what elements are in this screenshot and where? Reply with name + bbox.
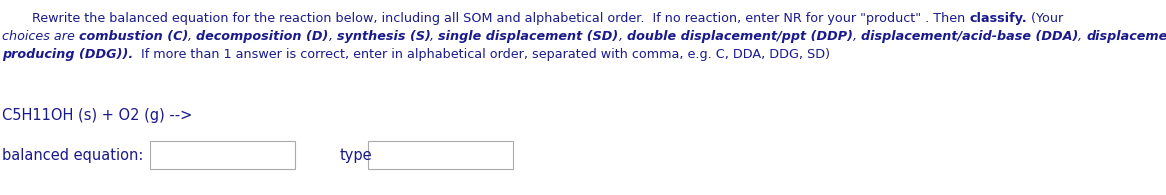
Text: ,: , (188, 30, 196, 43)
Text: choices are: choices are (2, 30, 79, 43)
Text: displacement/acid-base (DDA): displacement/acid-base (DDA) (861, 30, 1079, 43)
Text: decomposition (D): decomposition (D) (196, 30, 329, 43)
Text: ,: , (329, 30, 337, 43)
Text: (Your: (Your (1027, 12, 1063, 25)
Text: C5H11OH (s) + O2 (g) -->: C5H11OH (s) + O2 (g) --> (2, 108, 192, 123)
Text: ,: , (619, 30, 627, 43)
Text: type: type (340, 148, 373, 163)
Text: ,: , (852, 30, 861, 43)
Text: ,: , (430, 30, 438, 43)
Text: synthesis (S): synthesis (S) (337, 30, 430, 43)
Bar (368, 141, 513, 169)
Text: classify.: classify. (969, 12, 1027, 25)
Text: combustion (C): combustion (C) (79, 30, 188, 43)
Text: balanced equation:: balanced equation: (2, 148, 143, 163)
Text: Rewrite the balanced equation for the reaction below, including all SOM and alph: Rewrite the balanced equation for the re… (31, 12, 969, 25)
Text: single displacement (SD): single displacement (SD) (438, 30, 619, 43)
Text: If more than 1 answer is correct, enter in alphabetical order, separated with co: If more than 1 answer is correct, enter … (133, 48, 830, 61)
Text: producing (DDG)).: producing (DDG)). (2, 48, 133, 61)
Text: displacement/gas-: displacement/gas- (1086, 30, 1166, 43)
Bar (150, 141, 295, 169)
Text: ,: , (1079, 30, 1086, 43)
Text: double displacement/ppt (DDP): double displacement/ppt (DDP) (627, 30, 852, 43)
